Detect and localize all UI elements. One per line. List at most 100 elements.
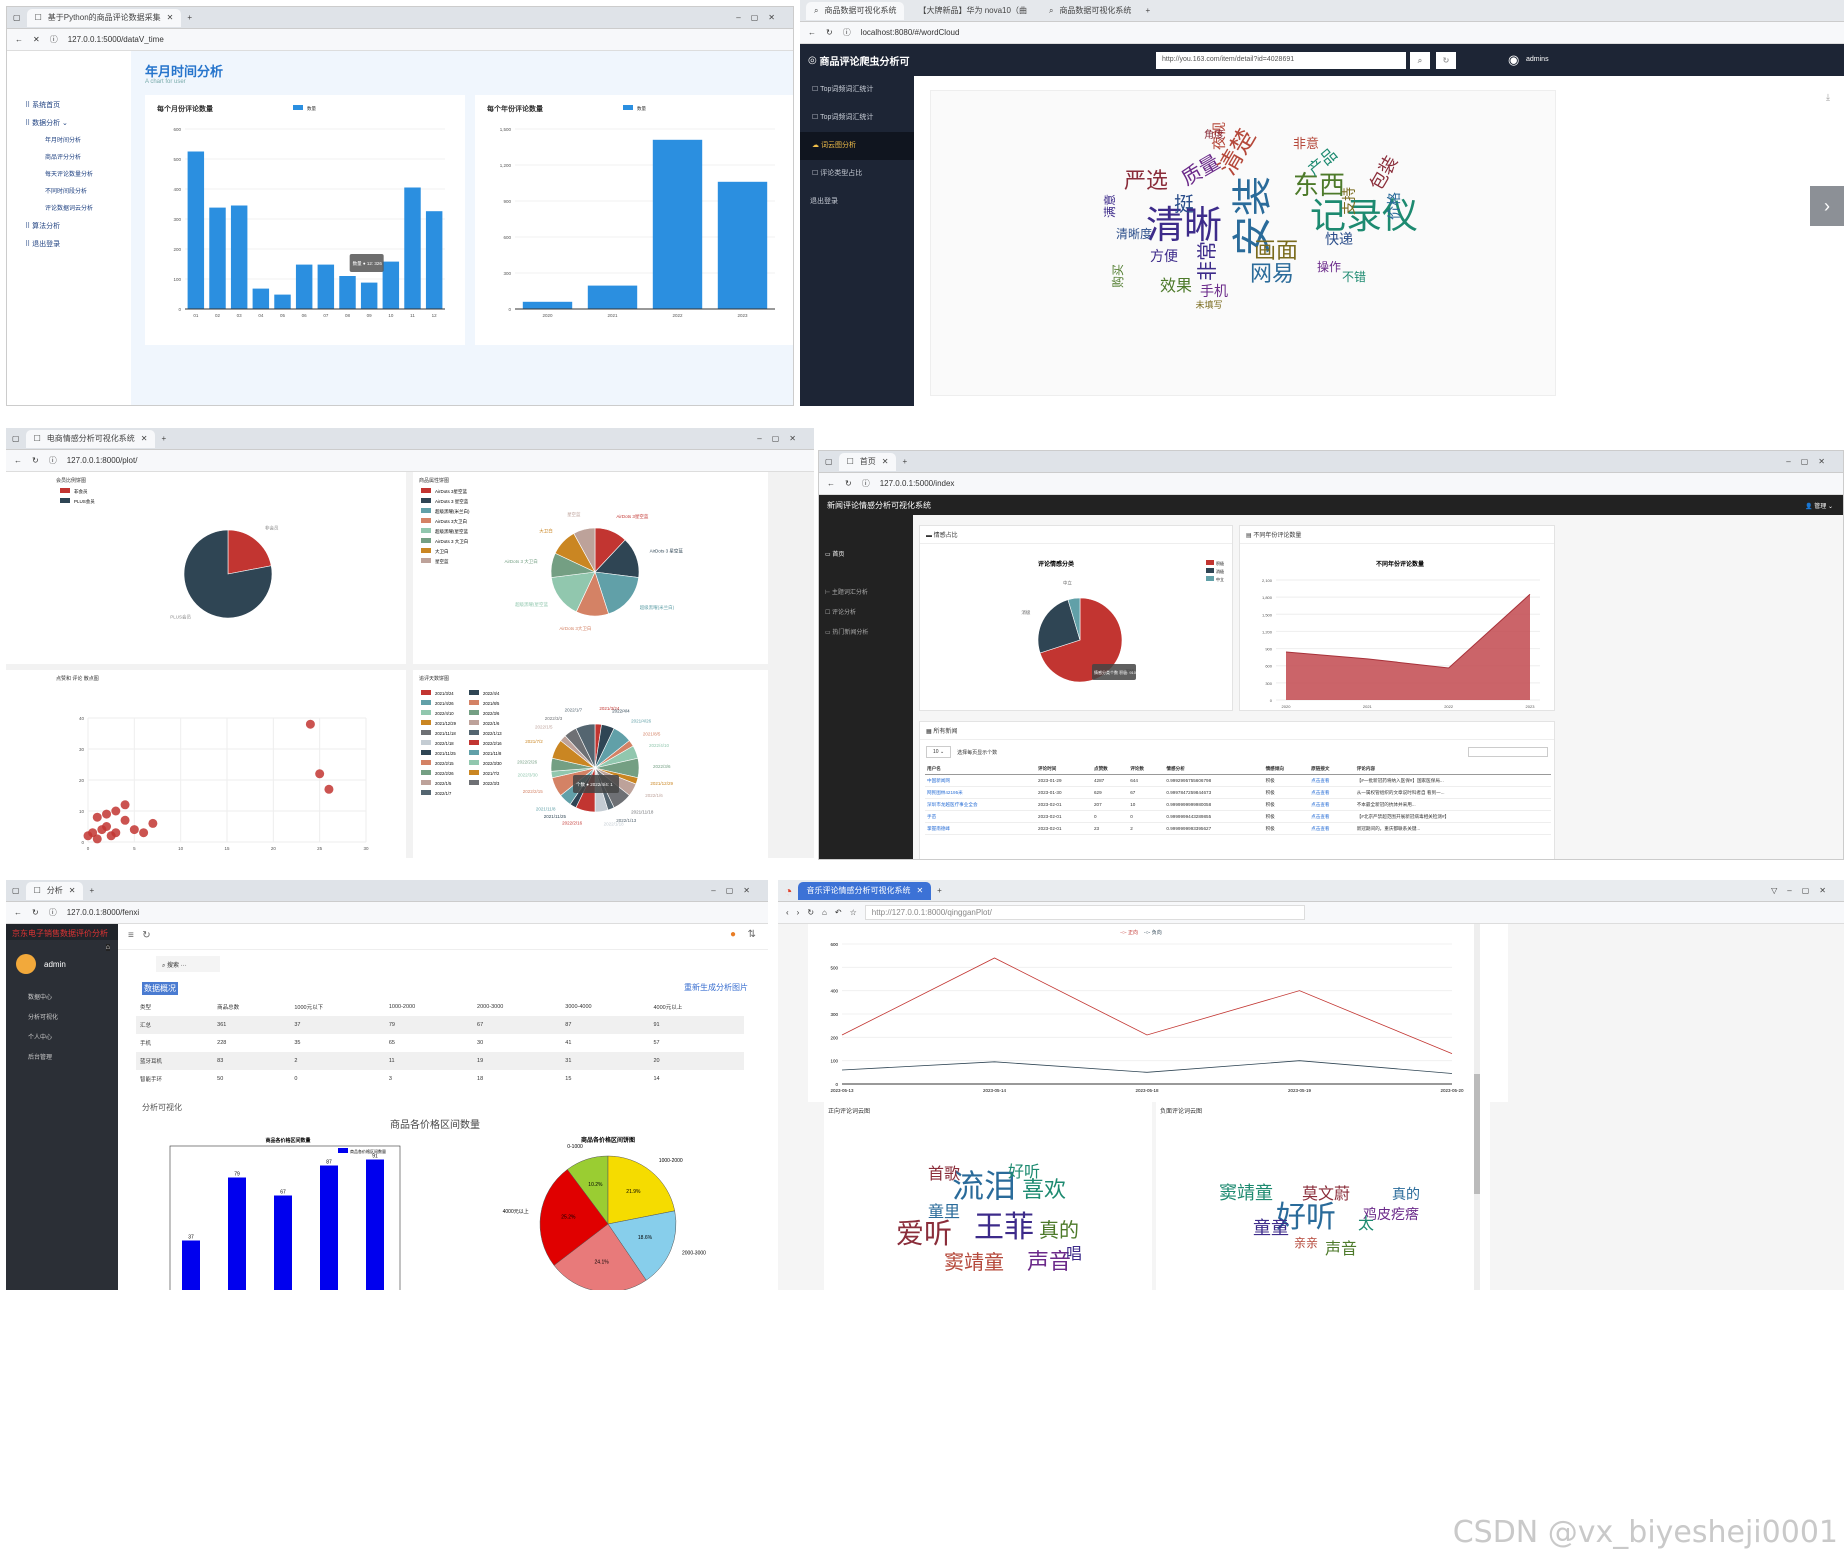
- url-field[interactable]: 127.0.0.1:8000/fenxi: [66, 908, 140, 917]
- sidebar-item[interactable]: ☐ Top词频词汇统计: [812, 86, 874, 93]
- reload-icon[interactable]: ↻: [32, 456, 39, 465]
- url-field[interactable]: localhost:8080/#/wordCloud: [860, 28, 960, 37]
- close-icon[interactable]: ✕: [140, 434, 148, 443]
- back-icon[interactable]: ←: [14, 908, 22, 917]
- table-cell[interactable]: 点击查看: [1309, 774, 1355, 787]
- new-tab-icon[interactable]: +: [89, 886, 95, 895]
- sidebar-item[interactable]: 退出登录: [800, 188, 914, 216]
- regenerate-link[interactable]: 重新生成分析图片: [684, 983, 748, 992]
- new-tab-icon[interactable]: +: [1145, 6, 1151, 15]
- forward-icon[interactable]: ›: [796, 908, 800, 917]
- settings-icon[interactable]: ⇅: [747, 929, 756, 940]
- window-controls[interactable]: –▢✕: [711, 886, 760, 895]
- table-cell[interactable]: 点击查看: [1309, 810, 1355, 823]
- table-cell[interactable]: 点击查看: [1309, 798, 1355, 811]
- sidebar-item-home[interactable]: ▭ 首页: [825, 552, 845, 558]
- reload-icon[interactable]: ↻: [32, 908, 39, 917]
- scrollbar-thumb[interactable]: [1474, 1074, 1480, 1194]
- browser-tab[interactable]: ☐ 基于Python的商品评论数据采集 ✕: [26, 8, 182, 27]
- home-icon[interactable]: ⌂: [822, 908, 827, 917]
- new-tab-icon[interactable]: +: [937, 886, 942, 895]
- back-icon[interactable]: ←: [808, 28, 816, 37]
- username[interactable]: admins: [1526, 56, 1549, 63]
- undo-icon[interactable]: ↶: [834, 908, 842, 917]
- browser-tab[interactable]: ☐ 分析 ✕: [25, 881, 84, 900]
- table-cell[interactable]: 点击查看: [1309, 786, 1355, 799]
- browser-tab[interactable]: 【大牌新品】华为 nova10（曲: [910, 1, 1035, 20]
- back-icon[interactable]: ←: [15, 35, 23, 44]
- url-field[interactable]: 127.0.0.1:8000/plot/: [66, 456, 138, 465]
- user-menu[interactable]: 👤 管理 ⌄: [1805, 503, 1833, 510]
- back-icon[interactable]: ←: [14, 456, 22, 465]
- download-icon[interactable]: ⤓: [1826, 92, 1830, 102]
- sidebar-item-algo[interactable]: ⠿ 算法分析: [25, 223, 61, 230]
- url-field[interactable]: 127.0.0.1:5000/dataV_time: [67, 35, 164, 44]
- browser-tab[interactable]: ⌕ 商品数据可视化系统: [806, 1, 905, 20]
- next-arrow-button[interactable]: ›: [1810, 186, 1844, 226]
- window-controls[interactable]: ▽–▢✕: [1771, 886, 1836, 895]
- sidebar-item[interactable]: 后台管理: [28, 1055, 53, 1061]
- reload-icon[interactable]: ↻: [826, 28, 833, 37]
- refresh-icon[interactable]: ↻: [142, 930, 151, 941]
- sidebar-subitem[interactable]: 不同时间段分析: [45, 189, 88, 195]
- search-button[interactable]: ⌕: [1410, 52, 1430, 69]
- sidebar-item-logout[interactable]: ⠿ 退出登录: [25, 241, 61, 248]
- table-search-input[interactable]: [1468, 747, 1548, 757]
- refresh-button[interactable]: ↻: [1436, 52, 1456, 69]
- close-icon[interactable]: ✕: [881, 457, 889, 466]
- sidebar-item[interactable]: ☐ 评论类型占比: [812, 170, 863, 177]
- sidebar-item[interactable]: ☐ Top词频词汇统计: [812, 114, 874, 121]
- table-cell[interactable]: 掌握南德峰: [925, 822, 1037, 835]
- menu-icon[interactable]: ≡: [128, 930, 134, 941]
- sidebar-item[interactable]: ☐ 评论分析: [825, 610, 857, 616]
- scrollbar[interactable]: [1474, 924, 1480, 1290]
- star-icon[interactable]: ☆: [849, 908, 857, 917]
- sidebar-subitem[interactable]: 年月时间分析: [45, 138, 82, 144]
- browser-tab[interactable]: ☐ 首页 ✕: [838, 452, 897, 471]
- legend-label: 2022/2/16: [483, 741, 502, 746]
- user-icon[interactable]: ●: [729, 929, 736, 940]
- chart-card-attr: 商品属性饼图 AirDots 3星空蓝 AirDots 3 星空蓝 超级黑曜(米兰白)…: [413, 472, 768, 664]
- browser-tab[interactable]: ⌕ 商品数据可视化系统: [1040, 1, 1140, 20]
- url-input[interactable]: http://you.163.com/item/detail?id=402869…: [1156, 52, 1406, 69]
- reload-icon[interactable]: ↻: [807, 908, 815, 917]
- avatar[interactable]: [16, 954, 36, 974]
- page-size-select[interactable]: 10 ⌄: [926, 746, 952, 758]
- sidebar-item-data[interactable]: ⠿ 数据分析 ⌄: [25, 120, 68, 127]
- chart-title: 评论情感分类: [1038, 560, 1075, 568]
- sidebar-subitem[interactable]: 每天评论数量分析: [45, 172, 94, 178]
- table-cell[interactable]: 中国新闻网: [925, 774, 1037, 787]
- table-cell[interactable]: 深圳市龙越医疗事业全会: [925, 798, 1037, 811]
- sidebar-item[interactable]: 分析可视化: [28, 1015, 59, 1021]
- sidebar-item-active[interactable]: ☁ 词云图分析: [800, 132, 914, 160]
- sidebar-subitem[interactable]: 商品评分分析: [45, 155, 82, 161]
- window-controls[interactable]: –▢✕: [757, 434, 806, 443]
- reload-icon[interactable]: ✕: [33, 35, 40, 44]
- home-icon[interactable]: ⌂: [105, 944, 110, 951]
- url-field[interactable]: 127.0.0.1:5000/index: [879, 479, 955, 488]
- browser-tab[interactable]: 音乐评论情感分析可视化系统 ✕: [798, 881, 932, 900]
- sidebar-item[interactable]: 个人中心: [28, 1035, 53, 1041]
- back-icon[interactable]: ←: [827, 479, 835, 488]
- close-icon[interactable]: ✕: [916, 886, 924, 895]
- table-cell[interactable]: 网民图林42195米: [925, 786, 1037, 799]
- table-cell[interactable]: 手苗: [925, 810, 1037, 823]
- window-controls[interactable]: –▢✕: [736, 13, 785, 22]
- search-box[interactable]: ⌕ 搜索 ···: [156, 956, 220, 972]
- url-field[interactable]: http://127.0.0.1:8000/qingganPlot/: [864, 905, 1305, 920]
- sidebar-item[interactable]: ▭ 热门新闻分析: [825, 630, 869, 636]
- new-tab-icon[interactable]: +: [161, 434, 167, 443]
- new-tab-icon[interactable]: +: [902, 457, 908, 466]
- sidebar-subitem[interactable]: 评论数据词云分析: [45, 206, 94, 212]
- close-icon[interactable]: ✕: [166, 13, 174, 22]
- sidebar-item[interactable]: ⊢ 主题词汇分析: [825, 590, 868, 596]
- new-tab-icon[interactable]: +: [187, 13, 193, 22]
- back-icon[interactable]: ‹: [786, 908, 789, 917]
- close-icon[interactable]: ✕: [68, 886, 76, 895]
- table-cell[interactable]: 点击查看: [1309, 822, 1355, 835]
- browser-tab[interactable]: ☐ 电商情感分析可视化系统 ✕: [25, 429, 156, 448]
- sidebar-item-home[interactable]: ⠿ 系统首页: [25, 102, 61, 109]
- sidebar-item[interactable]: 数据中心: [28, 995, 53, 1001]
- window-controls[interactable]: –▢✕: [1786, 457, 1835, 466]
- reload-icon[interactable]: ↻: [845, 479, 852, 488]
